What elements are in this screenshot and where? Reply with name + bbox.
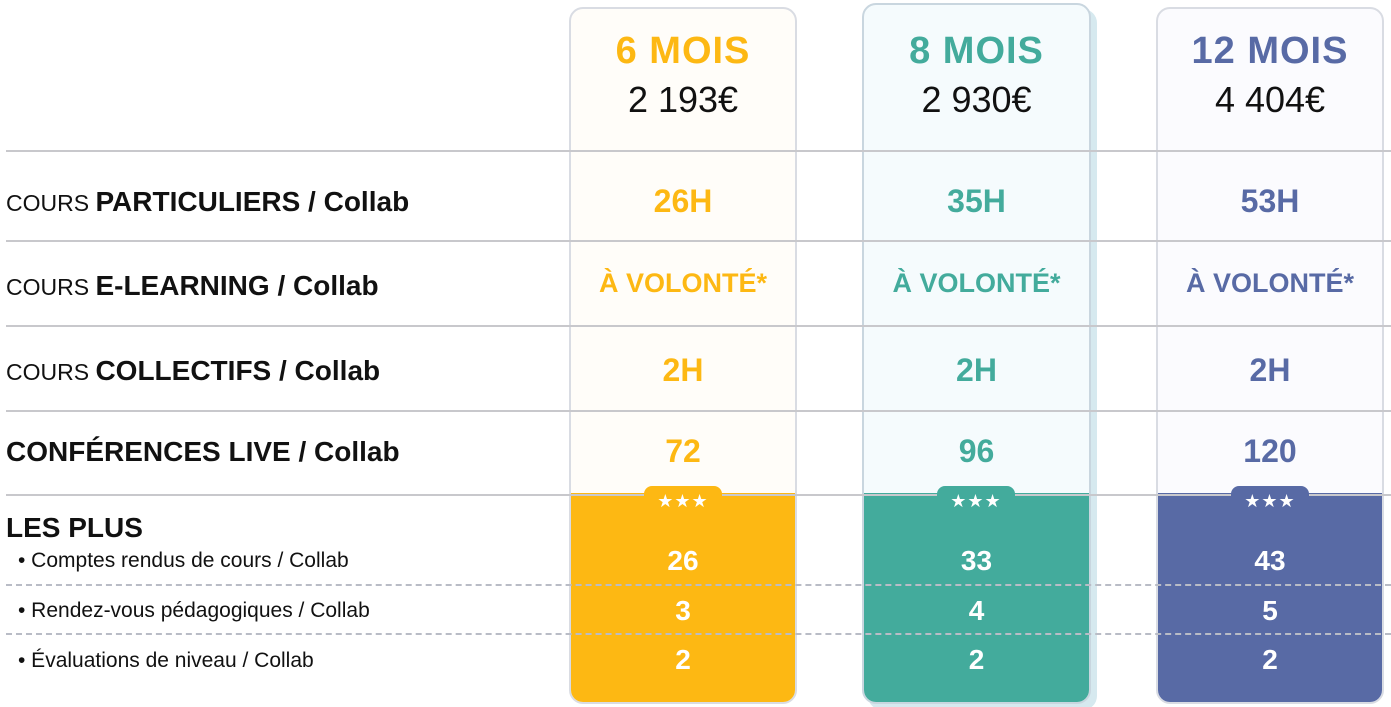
row-label-main: COLLECTIFS / Collab — [95, 355, 381, 386]
plus-item-label: • Évaluations de niveau / Collab — [18, 649, 314, 672]
row-label-particuliers: COURS PARTICULIERS / Collab — [6, 186, 409, 218]
plus-cell-evaluations-6-mois: 2 — [675, 644, 691, 675]
cell-collectifs-6-mois: 2H — [662, 352, 704, 388]
row-label-main: CONFÉRENCES LIVE / Collab — [6, 436, 400, 467]
cell-e-learning-8-mois: À VOLONTÉ* — [892, 268, 1061, 298]
cell-e-learning-12-mois: À VOLONTÉ* — [1185, 268, 1354, 298]
cell-collectifs-12-mois: 2H — [1249, 352, 1291, 388]
divider — [6, 150, 1391, 152]
dashed-divider — [6, 584, 1391, 586]
cell-particuliers-6-mois: 26H — [653, 183, 713, 219]
cell-conferences-12-mois: 120 — [1243, 433, 1297, 469]
row-label-prefix: COURS — [6, 190, 96, 216]
plus-cell-evaluations-8-mois: 2 — [968, 644, 985, 675]
cell-e-learning-6-mois: À VOLONTÉ* — [598, 268, 767, 298]
row-label-e-learning: COURS E-LEARNING / Collab — [6, 270, 379, 302]
row-label-main: PARTICULIERS / Collab — [95, 186, 410, 217]
cell-collectifs-8-mois: 2H — [956, 352, 997, 388]
cell-conferences-8-mois: 96 — [958, 433, 995, 469]
plan-column-6-mois — [569, 7, 797, 704]
plus-cell-rendez-vous-12-mois: 5 — [1262, 595, 1278, 626]
plus-title: LES PLUS — [6, 512, 143, 543]
cell-conferences-6-mois: 72 — [665, 433, 701, 469]
divider — [6, 410, 1391, 412]
divider — [6, 240, 1391, 242]
plus-cell-rendez-vous-6-mois: 3 — [675, 595, 691, 626]
plan-price-12-mois: 4 404€ — [1214, 79, 1326, 120]
plus-cell-comptes-rendus-12-mois: 43 — [1254, 545, 1286, 576]
plus-cell-evaluations-12-mois: 2 — [1262, 644, 1278, 675]
row-label-conferences: CONFÉRENCES LIVE / Collab — [6, 436, 400, 468]
plus-cell-comptes-rendus-6-mois: 26 — [667, 545, 699, 576]
star-icon: ★★★ — [644, 486, 722, 516]
dashed-divider — [6, 633, 1391, 635]
plus-box-6-mois — [571, 493, 795, 702]
plus-cell-comptes-rendus-8-mois: 33 — [960, 545, 993, 576]
plan-column-8-mois — [862, 3, 1091, 704]
cell-particuliers-8-mois: 35H — [947, 183, 1006, 219]
plus-cell-rendez-vous-8-mois: 4 — [968, 595, 985, 626]
plus-item-label: • Comptes rendus de cours / Collab — [18, 549, 349, 572]
cell-particuliers-12-mois: 53H — [1240, 183, 1300, 219]
plan-name-6-mois: 6 MOIS — [615, 30, 751, 72]
star-icon: ★★★ — [1231, 486, 1309, 516]
plus-box-12-mois — [1158, 493, 1382, 702]
plan-column-12-mois — [1156, 7, 1384, 704]
plan-name-12-mois: 12 MOIS — [1191, 30, 1349, 72]
row-label-main: E-LEARNING / Collab — [95, 270, 379, 301]
plus-item-label: • Rendez-vous pédagogiques / Collab — [18, 599, 370, 622]
plan-price-8-mois: 2 930€ — [921, 79, 1032, 120]
plan-name-8-mois: 8 MOIS — [909, 30, 1044, 72]
star-icon: ★★★ — [937, 486, 1015, 516]
plan-price-6-mois: 2 193€ — [627, 79, 739, 120]
row-label-prefix: COURS — [6, 359, 96, 385]
row-label-prefix: COURS — [6, 274, 96, 300]
divider — [6, 325, 1391, 327]
row-label-collectifs: COURS COLLECTIFS / Collab — [6, 355, 380, 387]
plus-box-8-mois — [864, 493, 1089, 702]
